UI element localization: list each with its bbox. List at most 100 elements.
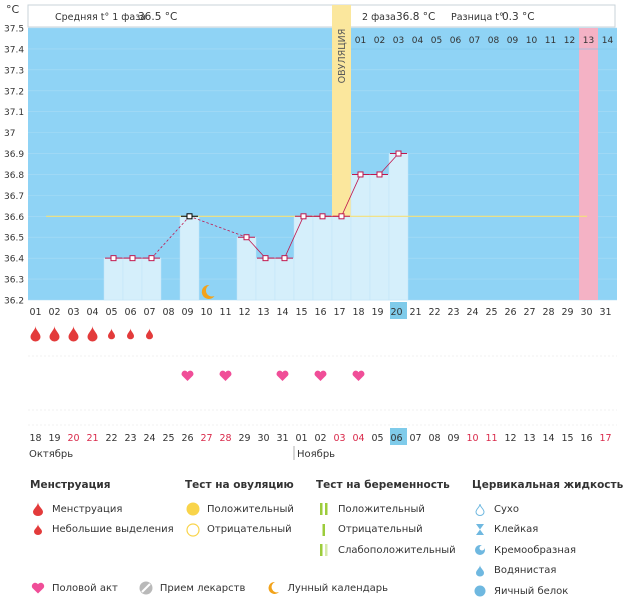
legend-row: Положительный <box>185 499 294 520</box>
cycle-day-label: 20 <box>390 307 402 318</box>
legend-label: Водянистая <box>494 565 557 577</box>
cycle-day-label: 26 <box>504 307 516 318</box>
light-drop-icon <box>108 328 115 340</box>
legend-label: Отрицательный <box>338 524 423 536</box>
bbt-chart: Средняя t° 1 фаза 36.5 °C 2 фаза 36.8 °C… <box>4 3 617 460</box>
y-tick-label: 37.1 <box>4 108 24 118</box>
legend-label: Положительный <box>338 503 425 515</box>
legend-label: Сухо <box>494 503 519 515</box>
temp-bar <box>236 236 257 301</box>
date-label: 22 <box>105 433 117 444</box>
legend-row: Положительный <box>316 499 456 520</box>
moon-icon <box>201 284 215 299</box>
y-tick-label: 37.5 <box>4 25 24 35</box>
post-ovulation-day: 11 <box>545 36 556 46</box>
post-ovulation-day: 02 <box>374 36 385 46</box>
date-label: 10 <box>466 433 478 444</box>
cycle-day-label: 01 <box>29 307 41 318</box>
cycle-day-label: 31 <box>599 307 611 318</box>
legend-menstruation-title: Менструация <box>30 479 111 491</box>
temp-bar <box>388 153 409 301</box>
diff-label: Разница t° <box>451 12 504 23</box>
post-ovulation-day: 09 <box>507 36 519 46</box>
temp-bar <box>141 257 162 301</box>
drop-icon <box>30 501 46 517</box>
light-drop-icon <box>146 328 153 340</box>
moon-icon <box>265 580 281 596</box>
date-label: 13 <box>523 433 535 444</box>
cycle-day-label: 09 <box>181 307 193 318</box>
pill-icon <box>138 580 154 596</box>
y-tick-label: 36.6 <box>4 213 24 223</box>
y-tick-label: 36.8 <box>4 171 24 181</box>
legend-menstruation: Менструация Менструация Небольшие выделе… <box>30 479 174 540</box>
temp-bar <box>331 216 352 301</box>
menstruation-drop-icon <box>30 326 41 342</box>
cycle-day-label: 22 <box>428 307 440 318</box>
date-label: 28 <box>219 433 231 444</box>
heart-icon <box>181 370 194 381</box>
cycle-day-label: 03 <box>67 307 79 318</box>
cycle-day-label: 25 <box>485 307 497 318</box>
ovulation-label: ОВУЛЯЦИЯ <box>337 29 348 84</box>
legend-row: Отрицательный <box>185 520 294 541</box>
legend-extra: Половой акт Прием лекарств Лунный календ… <box>30 580 408 596</box>
temp-point <box>338 213 345 220</box>
date-label: 23 <box>124 433 136 444</box>
y-tick-label: 37.3 <box>4 66 24 76</box>
header-bar <box>27 4 616 28</box>
post-ovulation-day: 10 <box>526 36 538 46</box>
temp-line-dashed <box>189 215 247 238</box>
legend-row: Слабоположительный <box>316 540 456 561</box>
heart-icon <box>314 370 327 381</box>
cycle-day-label: 23 <box>447 307 459 318</box>
cycle-day-label: 02 <box>48 307 60 318</box>
y-tick-label: 37 <box>4 129 15 139</box>
temp-line-dashed <box>151 216 190 259</box>
temp-line-segment <box>284 216 304 259</box>
heart-icon <box>30 580 46 596</box>
post-ovulation-day: 12 <box>564 36 575 46</box>
post-ovulation-day: 08 <box>488 36 500 46</box>
date-label: 04 <box>352 433 364 444</box>
single-stripe-icon <box>316 522 332 538</box>
legend-label: Слабоположительный <box>338 544 456 556</box>
small-drop-icon <box>30 522 46 538</box>
temp-bar <box>122 257 143 301</box>
cycle-day-label: 13 <box>257 307 269 318</box>
egg-white-icon <box>472 583 488 599</box>
cycle-day-label: 29 <box>561 307 573 318</box>
y-tick-label: 37.4 <box>4 45 24 55</box>
date-label: 06 <box>390 433 402 444</box>
post-ovulation-day: 14 <box>602 36 614 46</box>
y-tick-label: 36.9 <box>4 150 24 160</box>
legend-row: Водянистая <box>472 561 623 582</box>
legend-row: Небольшие выделения <box>30 520 174 541</box>
date-label: 07 <box>409 433 421 444</box>
sticky-icon <box>472 522 488 538</box>
legend-label: Кремообразная <box>494 544 577 556</box>
date-label: 19 <box>48 433 60 444</box>
sun-filled-icon <box>185 501 201 517</box>
temp-bar <box>369 174 390 301</box>
date-label: 03 <box>333 433 345 444</box>
date-label: 24 <box>143 433 155 444</box>
date-label: 09 <box>447 433 459 444</box>
cycle-day-label: 24 <box>466 307 478 318</box>
legend-ovulation-title: Тест на овуляцию <box>185 479 294 491</box>
temp-point <box>376 171 383 178</box>
date-label: 26 <box>181 433 193 444</box>
date-label: 21 <box>86 433 98 444</box>
creamy-icon <box>472 542 488 558</box>
date-label: 30 <box>257 433 269 444</box>
phase2-label: 2 фаза <box>362 12 396 23</box>
cycle-day-label: 12 <box>238 307 250 318</box>
temp-bar <box>350 174 371 301</box>
menstruation-drop-icon <box>68 326 79 342</box>
temp-point <box>129 255 136 262</box>
cycle-day-label: 04 <box>86 307 98 318</box>
phase2-value: 36.8 °C <box>396 11 435 23</box>
temp-line-segment <box>341 174 361 217</box>
temp-bar <box>255 257 276 301</box>
today-day-highlight <box>390 302 407 319</box>
